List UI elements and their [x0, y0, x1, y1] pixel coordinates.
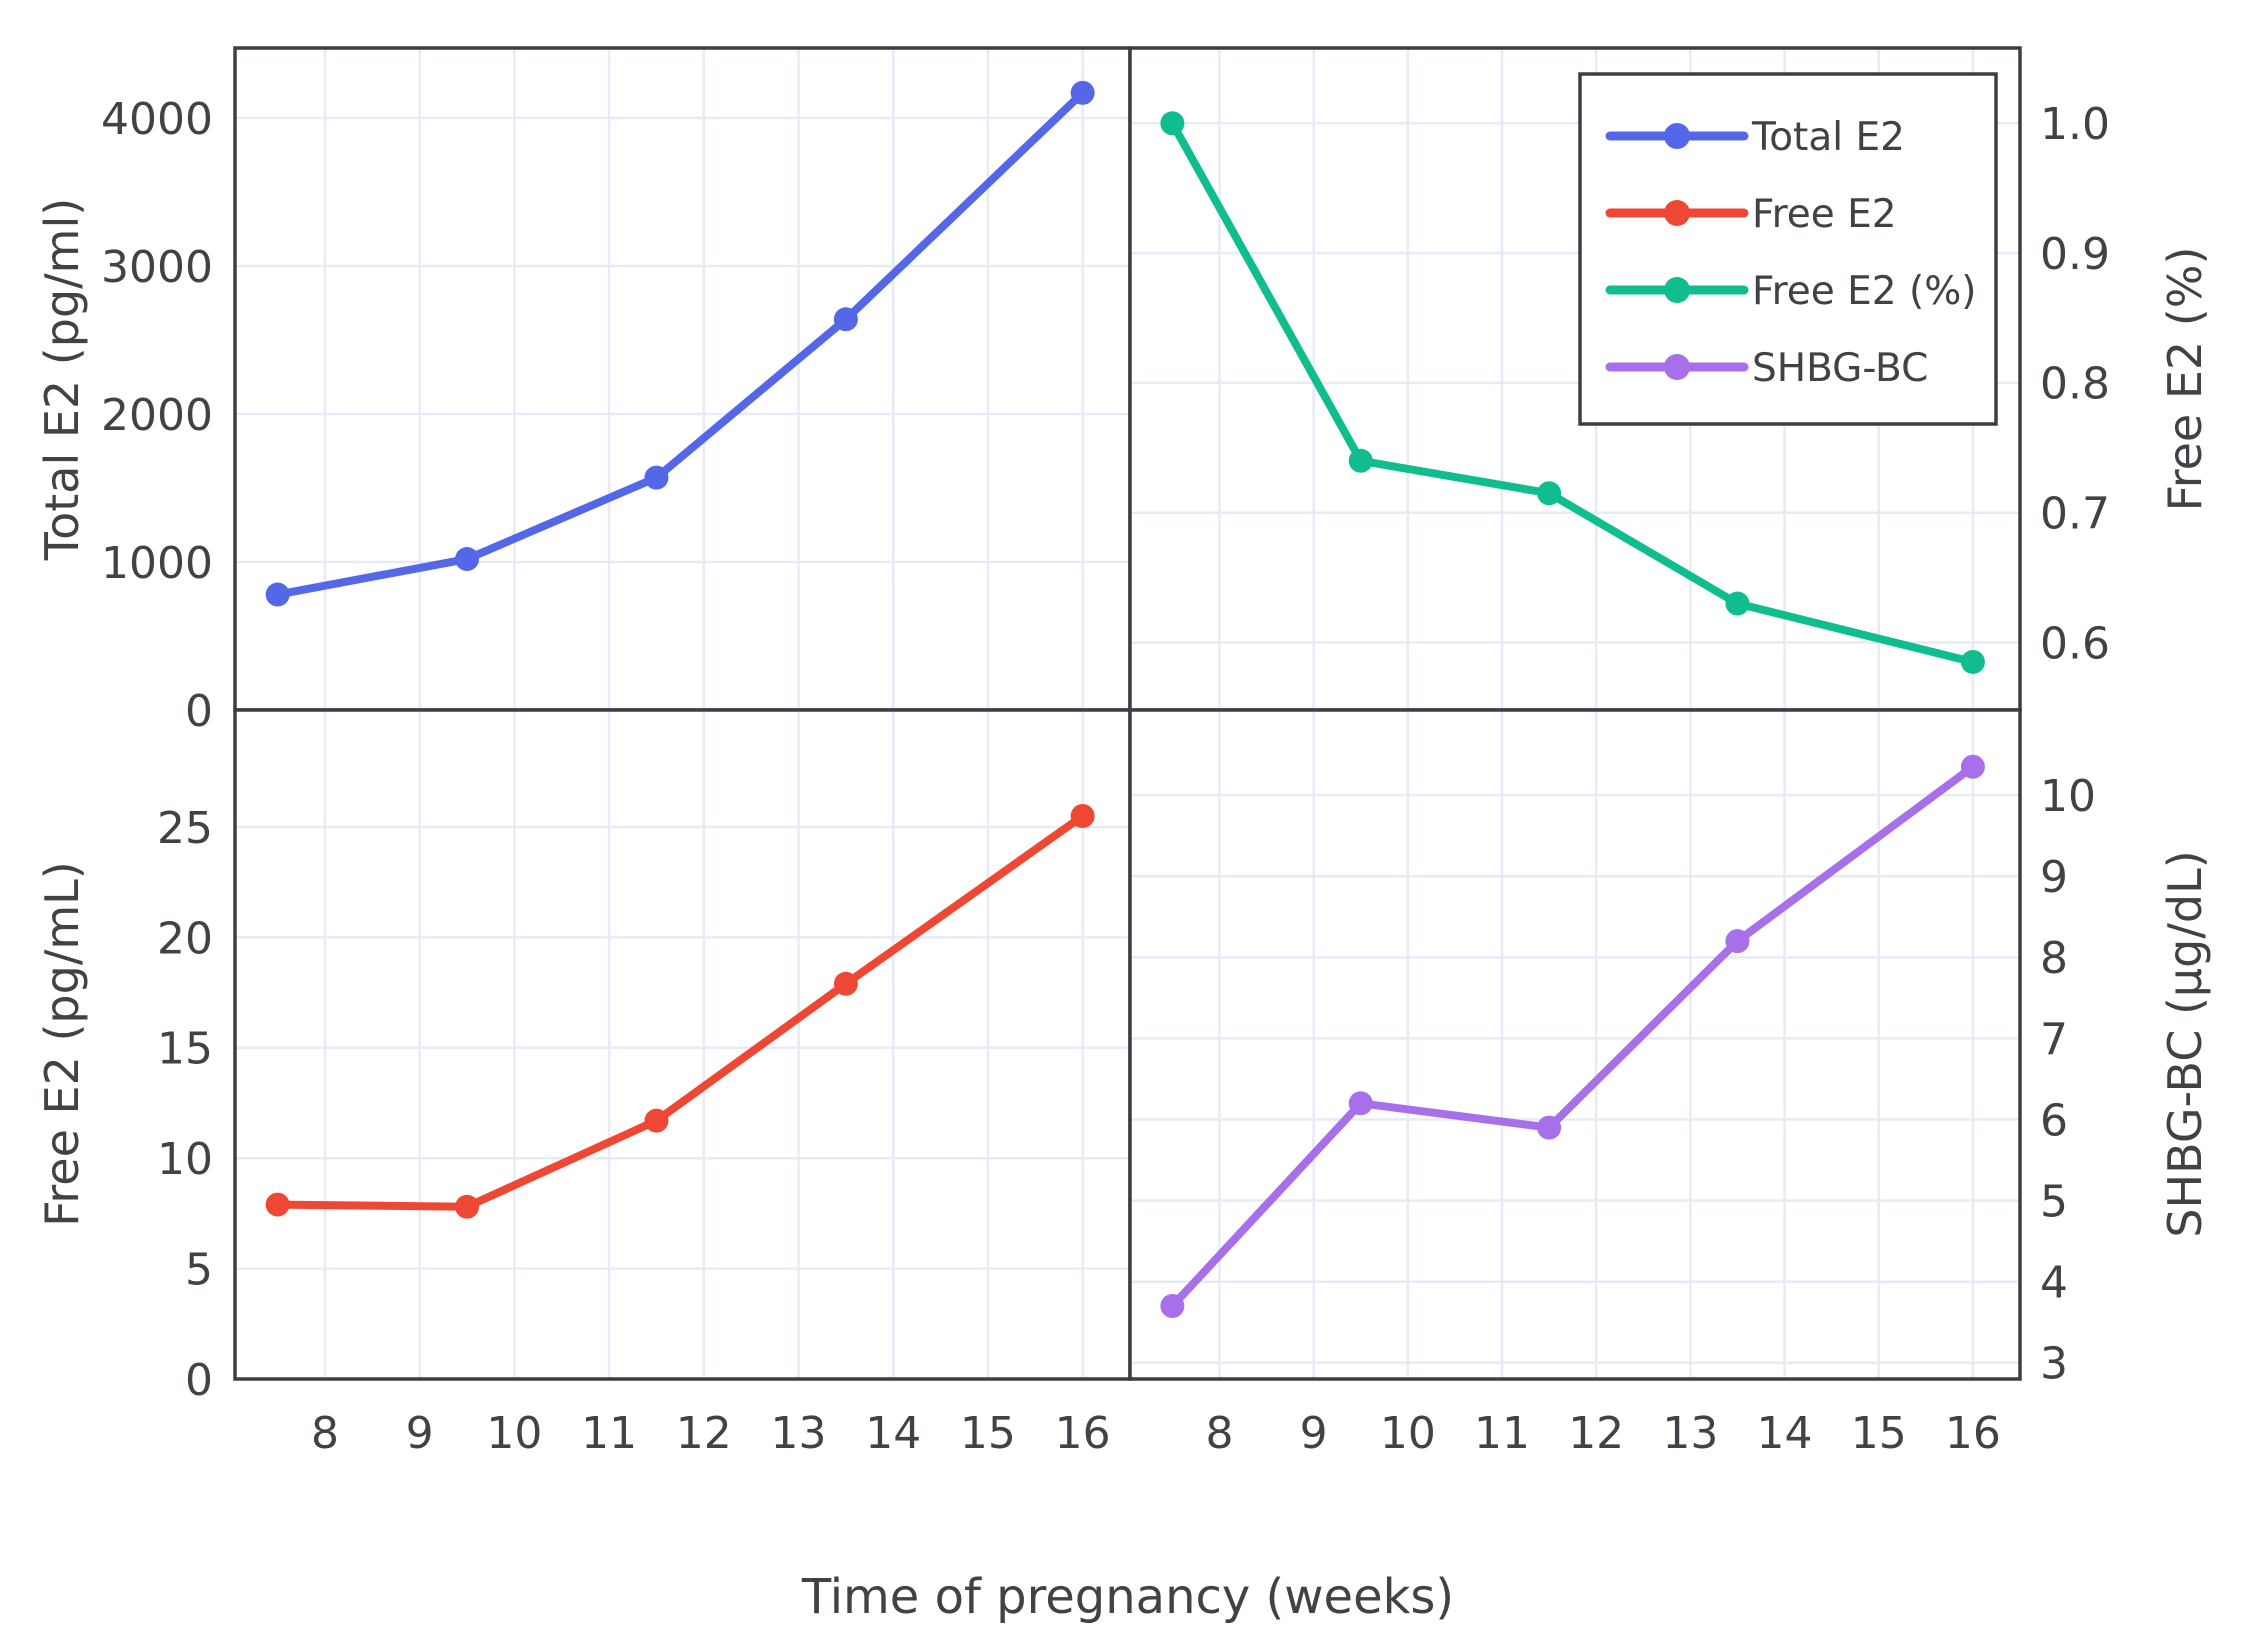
y-tick-label: 15: [157, 1024, 213, 1075]
y-tick-label: 20: [157, 913, 213, 964]
y-tick-label: 0: [185, 686, 213, 737]
data-point: [1348, 448, 1373, 473]
data-point: [1960, 754, 1985, 779]
legend-item-4: SHBG-BC: [1605, 346, 1928, 391]
legend-item-2: Free E2: [1605, 192, 1897, 237]
x-tick-label: 12: [676, 1408, 732, 1459]
data-point: [265, 1192, 290, 1217]
y-tick-label: 7: [2040, 1014, 2068, 1065]
data-point: [833, 971, 858, 996]
data-point: [1070, 80, 1095, 105]
y-tick-label: 0: [185, 1355, 213, 1406]
y-tick-label: 0.7: [2040, 489, 2110, 540]
y-tick-label: 4: [2040, 1258, 2068, 1309]
x-tick-label: 8: [1205, 1408, 1233, 1459]
x-tick-label: 13: [771, 1408, 827, 1459]
legend-swatch-dot: [1664, 200, 1690, 226]
x-tick-label: 12: [1568, 1408, 1624, 1459]
data-point: [1537, 1115, 1562, 1140]
panel-top-left: 0 1000 2000 3000 4000: [101, 46, 1132, 737]
y-axis-title-free-e2: Free E2 (pg/mL): [35, 861, 89, 1227]
x-tick-label: 15: [960, 1408, 1016, 1459]
data-point: [1160, 1294, 1185, 1319]
y-tick-label: 3000: [101, 242, 213, 293]
x-tick-label: 10: [486, 1408, 542, 1459]
x-tick-label: 11: [581, 1408, 637, 1459]
data-point: [265, 582, 290, 607]
x-tick-label: 9: [406, 1408, 434, 1459]
y-tick-label: 1000: [101, 538, 213, 589]
x-tick-label: 10: [1380, 1408, 1436, 1459]
data-point: [1070, 803, 1095, 828]
x-tick-label: 14: [1757, 1408, 1813, 1459]
legend: Total E2 Free E2 Free E2 (%) SHBG-BC: [1578, 72, 1998, 426]
x-tick-label: 16: [1055, 1408, 1111, 1459]
data-point: [1160, 111, 1185, 136]
x-axis-title: Time of pregnancy (weeks): [801, 1569, 1455, 1625]
y-tick-label: 0.8: [2040, 359, 2110, 410]
y-tick-label: 6: [2040, 1095, 2068, 1146]
y-axis-title-shbg-bc: SHBG-BC (µg/dL): [2158, 850, 2212, 1238]
legend-label: Free E2 (%): [1752, 269, 1977, 314]
data-point: [455, 547, 480, 572]
y-tick-label: 10: [2040, 771, 2096, 822]
x-tick-label: 13: [1662, 1408, 1718, 1459]
y-tick-label: 8: [2040, 933, 2068, 984]
panel-bottom-left: 0 5 10 15 20 25 8 9 10 11 12 13 14 15 16: [157, 708, 1132, 1459]
panel-border: [1128, 708, 2022, 1381]
x-tick-label: 14: [865, 1408, 921, 1459]
legend-label: SHBG-BC: [1752, 346, 1928, 391]
data-point: [644, 465, 669, 490]
legend-item-3: Free E2 (%): [1605, 269, 1977, 314]
y-tick-label: 5: [2040, 1176, 2068, 1227]
x-tick-label: 15: [1851, 1408, 1907, 1459]
data-point: [1537, 481, 1562, 506]
panel-background: [235, 48, 1130, 710]
grid: [235, 48, 1130, 712]
y-tick-label: 0.6: [2040, 618, 2110, 669]
legend-item-1: Total E2: [1605, 115, 1905, 160]
y-tick-label: 1.0: [2040, 99, 2110, 150]
y-tick-label: 4000: [101, 94, 213, 145]
x-tick-label: 11: [1474, 1408, 1530, 1459]
data-point: [1725, 591, 1750, 616]
y-tick-label: 25: [157, 803, 213, 854]
legend-label: Free E2: [1752, 192, 1897, 237]
y-tick-label: 2000: [101, 390, 213, 441]
y-tick-label: 0.9: [2040, 229, 2110, 280]
legend-swatch-dot: [1664, 354, 1690, 380]
y-tick-label: 9: [2040, 852, 2068, 903]
x-tick-label: 8: [311, 1408, 339, 1459]
data-point: [644, 1108, 669, 1133]
panel-bottom-right: 3 4 5 6 7 8 9 10 8 9 10 11 12 13 14 15 16: [1128, 708, 2096, 1459]
data-point: [1725, 929, 1750, 954]
data-point: [1348, 1091, 1373, 1116]
legend-swatch-dot: [1664, 277, 1690, 303]
data-point: [455, 1194, 480, 1219]
panel-background: [1130, 710, 2020, 1379]
data-point: [833, 307, 858, 332]
legend-label: Total E2: [1751, 115, 1905, 160]
legend-swatch-dot: [1664, 123, 1690, 149]
y-tick-label: 3: [2040, 1339, 2068, 1390]
data-point: [1960, 649, 1985, 674]
x-tick-label: 16: [1945, 1408, 2001, 1459]
y-tick-label: 5: [185, 1244, 213, 1295]
grid: [1130, 710, 2020, 1379]
x-tick-label: 9: [1300, 1408, 1328, 1459]
y-tick-label: 10: [157, 1134, 213, 1185]
panel-background: [235, 710, 1130, 1379]
